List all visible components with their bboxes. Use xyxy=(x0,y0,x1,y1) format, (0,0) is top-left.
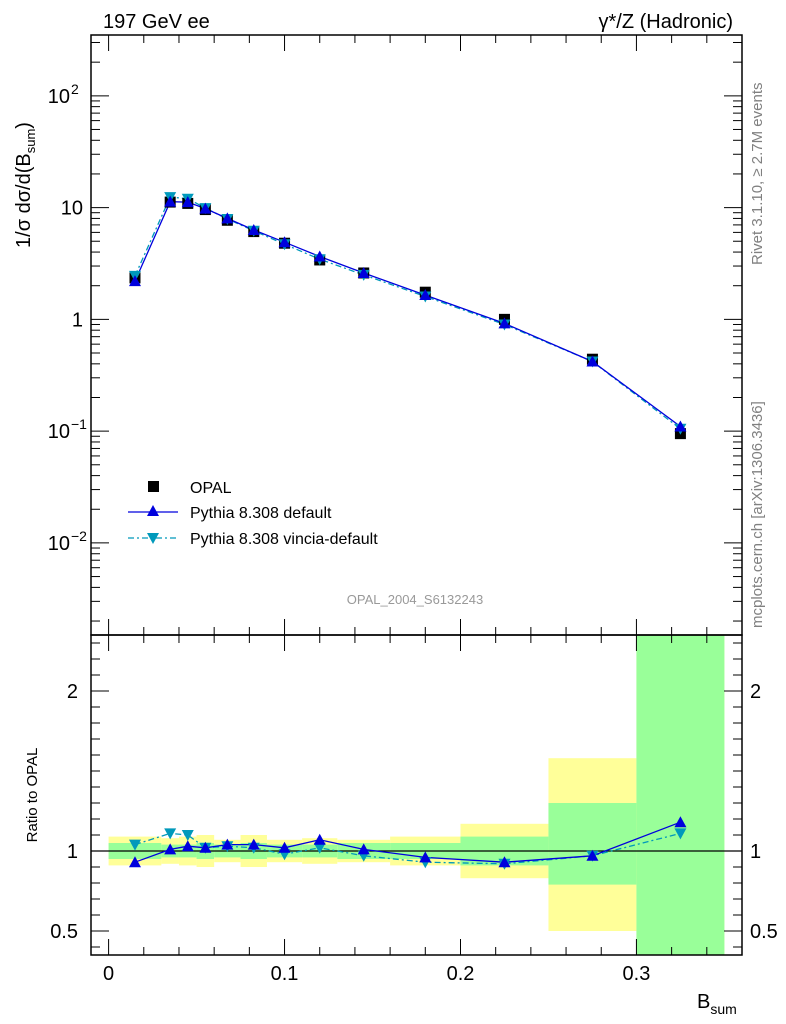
y-tick-label: 10 xyxy=(48,421,70,443)
ratio-point-default xyxy=(199,841,212,853)
analysis-watermark: OPAL_2004_S6132243 xyxy=(347,592,483,607)
y-tick-exponent: −1 xyxy=(71,416,87,432)
ratio-y-tick-label-right: 0.5 xyxy=(750,921,778,943)
ratio-band-layer xyxy=(91,635,742,955)
legend-label-default: Pythia 8.308 default xyxy=(190,505,332,522)
ratio-point-vincia xyxy=(313,842,326,854)
ratio-y-tick-label-right: 2 xyxy=(750,681,761,703)
ratio-band-inner xyxy=(548,803,637,885)
legend-marker-default xyxy=(147,505,159,516)
data-point-default xyxy=(498,317,511,329)
ratio-point-default xyxy=(247,838,260,850)
legend-marker-vincia xyxy=(147,533,159,544)
y-tick-label: 1 xyxy=(72,309,83,331)
y-tick-label: 10 xyxy=(61,198,83,220)
x-tick-label: 0.1 xyxy=(271,963,299,985)
ratio-y-tick-label: 0.5 xyxy=(50,921,78,943)
legend: OPAL Pythia 8.308 default Pythia 8.308 v… xyxy=(128,480,378,548)
ratio-y-tick-label-right: 1 xyxy=(750,841,761,863)
data-point-default xyxy=(164,195,177,207)
ratio-point-default xyxy=(498,856,511,868)
header-left-title: 197 GeV ee xyxy=(103,11,210,33)
y-tick-label: 10 xyxy=(48,86,70,108)
ratio-point-default xyxy=(357,843,370,855)
data-point-default xyxy=(278,236,291,248)
ratio-band-inner xyxy=(636,635,725,955)
legend-label-vincia: Pythia 8.308 vincia-default xyxy=(190,531,378,548)
x-axis-label: Bsum xyxy=(697,991,737,1017)
y-tick-exponent: −2 xyxy=(71,528,87,544)
data-point-default xyxy=(357,266,370,278)
ratio-point-default xyxy=(313,833,326,845)
data-point-default xyxy=(313,250,326,262)
ratio-point-default xyxy=(164,843,177,855)
data-point-default xyxy=(128,275,141,287)
series-line-vincia xyxy=(134,196,681,430)
data-point-default xyxy=(674,420,687,432)
y-tick-exponent: 2 xyxy=(71,81,79,97)
y-axis-label-top: 1/σ dσ/d(Bsum) xyxy=(13,122,38,248)
x-tick-label: 0 xyxy=(103,963,114,985)
ratio-point-vincia xyxy=(181,830,194,841)
ratio-point-default xyxy=(674,816,687,828)
ratio-point-default xyxy=(128,856,141,868)
x-tick-label: 0.2 xyxy=(447,963,475,985)
series-layer xyxy=(128,192,687,870)
ratio-point-default xyxy=(221,838,234,850)
x-tick-label: 0.3 xyxy=(623,963,651,985)
ratio-point-default xyxy=(181,840,194,852)
ratio-point-vincia xyxy=(164,828,177,840)
ratio-point-vincia xyxy=(128,839,141,851)
ratio-panel-frame xyxy=(90,634,743,956)
legend-label-opal: OPAL xyxy=(190,480,232,497)
data-point-default xyxy=(199,202,212,214)
legend-marker-opal xyxy=(148,481,159,492)
top-panel-frame xyxy=(90,34,743,636)
data-point-default xyxy=(181,196,194,208)
ratio-y-tick-label: 2 xyxy=(67,681,78,703)
data-point-default xyxy=(586,355,599,367)
y-axis-label-ratio: Ratio to OPAL xyxy=(24,748,41,843)
ratio-point-vincia xyxy=(674,828,687,840)
data-point-default xyxy=(419,289,432,301)
y-tick-label: 10 xyxy=(48,533,70,555)
ratio-point-default xyxy=(278,841,291,853)
mcplots-label: mcplots.cern.ch [arXiv:1306.3436] xyxy=(749,401,766,628)
ratio-point-default xyxy=(586,849,599,861)
data-point-default xyxy=(221,212,234,224)
rivet-version-label: Rivet 3.1.10, ≥ 2.7M events xyxy=(749,83,766,266)
series-line-default xyxy=(134,201,681,428)
data-point-default xyxy=(247,224,260,236)
ratio-point-default xyxy=(419,851,432,863)
ratio-y-tick-label: 1 xyxy=(67,841,78,863)
header-right-title: γ*/Z (Hadronic) xyxy=(599,11,733,33)
